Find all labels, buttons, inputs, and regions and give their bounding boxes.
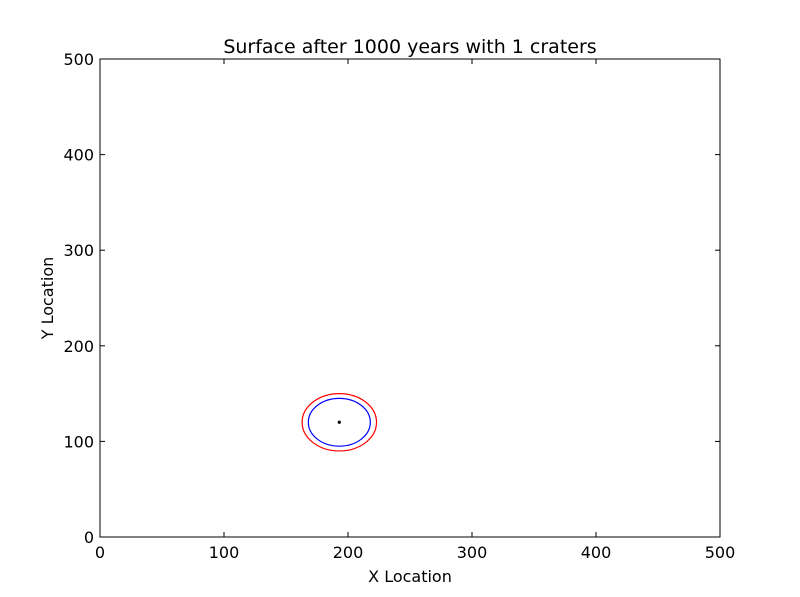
chart-title: Surface after 1000 years with 1 craters xyxy=(223,36,596,58)
x-tick-label: 400 xyxy=(581,543,612,562)
crater-outer-ring xyxy=(301,393,378,452)
crater-center-point xyxy=(337,420,341,424)
x-axis-label: X Location xyxy=(368,567,452,586)
y-tick-label: 100 xyxy=(63,432,94,451)
y-tick-label: 0 xyxy=(84,528,94,547)
y-tick-label: 400 xyxy=(63,146,94,165)
y-axis-label: Y Location xyxy=(38,257,57,341)
y-tick-label: 200 xyxy=(63,337,94,356)
x-tick-label: 500 xyxy=(705,543,736,562)
crater-inner-ring xyxy=(307,397,371,447)
y-tick-label: 300 xyxy=(63,241,94,260)
x-tick-label: 100 xyxy=(209,543,240,562)
x-tick-label: 0 xyxy=(95,543,105,562)
x-tick-label: 300 xyxy=(457,543,488,562)
plot-area xyxy=(99,58,721,538)
x-axis: 0 100 200 300 400 500 xyxy=(95,59,735,562)
x-tick-label: 200 xyxy=(333,543,364,562)
y-axis: 0 100 200 300 400 500 xyxy=(63,50,720,547)
y-tick-label: 500 xyxy=(63,50,94,69)
craters xyxy=(301,393,378,452)
